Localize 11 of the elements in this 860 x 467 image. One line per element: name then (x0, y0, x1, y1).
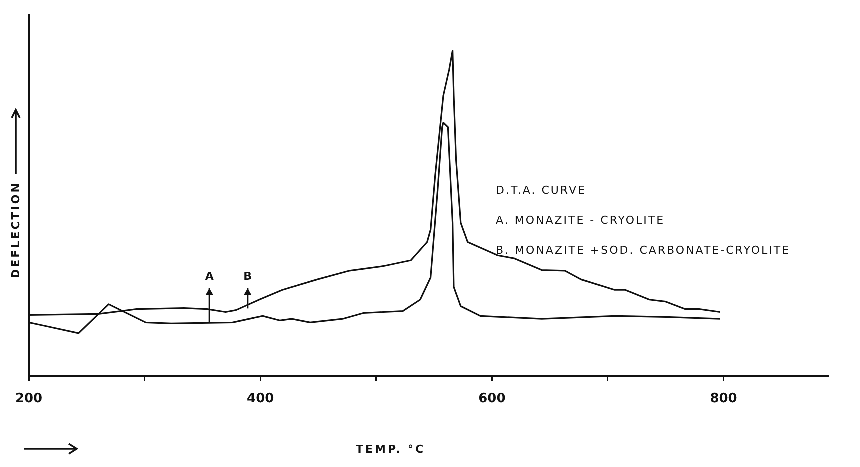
y-axis-title: DEFLECTION (10, 182, 22, 278)
annotation: B (244, 270, 252, 283)
x-axis-title: TEMP. °C (356, 443, 426, 456)
x-tick-label: 600 (478, 392, 506, 407)
annotation: B. MONAZITE +SOD. CARBONATE-CRYOLITE (496, 243, 791, 259)
x-tick-label: 200 (15, 392, 43, 407)
annotation: A. MONAZITE - CRYOLITE (496, 213, 666, 229)
x-tick-label: 800 (710, 392, 738, 407)
x-tick-label: 400 (247, 392, 274, 407)
annotation: A (205, 270, 214, 283)
annotation: D.T.A. CURVE (496, 183, 588, 199)
